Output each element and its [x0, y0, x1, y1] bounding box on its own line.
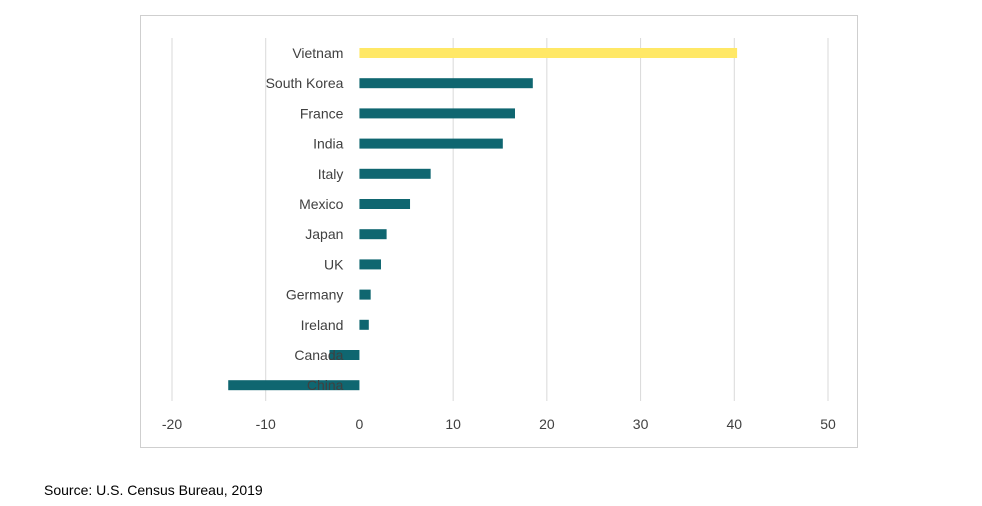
category-label: Vietnam — [292, 45, 343, 61]
x-axis-tick-labels: -20 -10 0 10 20 30 40 50 — [162, 416, 836, 432]
bars — [228, 48, 738, 391]
category-labels: Vietnam South Korea France India Italy Mexico… — [266, 45, 345, 393]
bar-india — [359, 138, 503, 149]
x-tick-label: 20 — [539, 416, 555, 432]
bar-france — [359, 108, 515, 119]
source-note: Source: U.S. Census Bureau, 2019 — [44, 482, 263, 498]
chart-title-fragment — [0, 0, 982, 6]
bar-germany — [359, 289, 371, 300]
category-label: Germany — [286, 287, 344, 303]
bar-south-korea — [359, 78, 533, 89]
x-tick-label: 50 — [820, 416, 836, 432]
gridlines — [171, 38, 829, 401]
category-label: Ireland — [301, 317, 344, 333]
x-tick-label: 40 — [726, 416, 742, 432]
category-label: France — [300, 105, 344, 121]
category-label: Mexico — [299, 196, 344, 212]
bar-china — [228, 380, 360, 391]
bar-uk — [359, 259, 381, 270]
bar-chart: Vietnam South Korea France India Italy Mexico… — [162, 38, 836, 432]
x-tick-label: 10 — [445, 416, 461, 432]
category-label: India — [313, 136, 344, 152]
bar-vietnam — [359, 48, 738, 58]
bar-canada — [329, 350, 360, 360]
category-label: Italy — [318, 166, 344, 182]
chart-frame: Vietnam South Korea France India Italy Mexico… — [140, 15, 858, 448]
category-label: Canada — [294, 347, 343, 363]
x-tick-label: 0 — [356, 416, 364, 432]
x-tick-label: -10 — [256, 416, 276, 432]
bar-ireland — [359, 319, 369, 330]
category-label: China — [307, 377, 344, 393]
x-tick-label: 30 — [633, 416, 649, 432]
bar-mexico — [359, 199, 411, 209]
x-tick-label: -20 — [162, 416, 182, 432]
category-label: UK — [324, 256, 344, 272]
category-label: Japan — [305, 226, 343, 242]
category-label: South Korea — [266, 75, 344, 91]
bar-italy — [359, 168, 431, 179]
bar-japan — [359, 229, 387, 240]
